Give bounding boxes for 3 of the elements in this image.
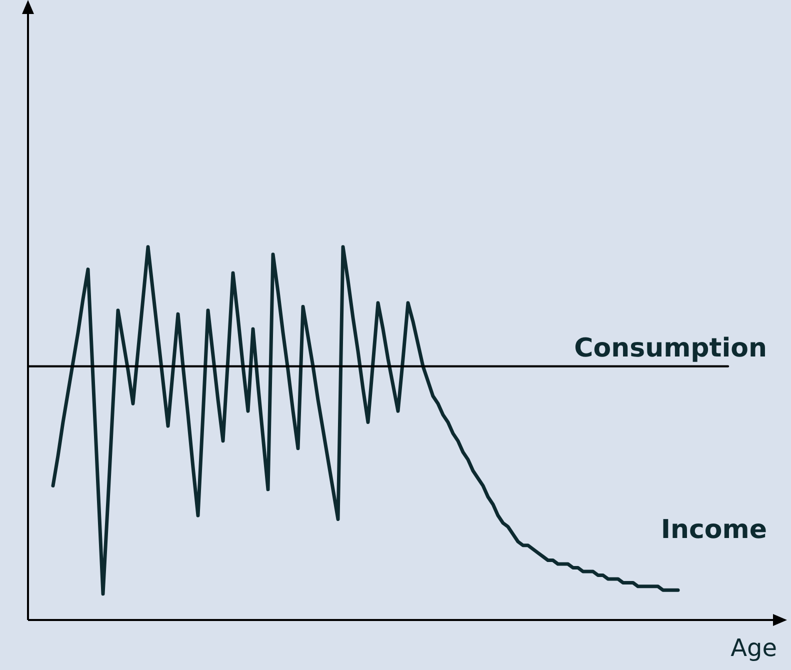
series-label: Income [660,515,767,546]
x-axis-title: Age [730,634,777,662]
series-label: Consumption [574,333,767,364]
